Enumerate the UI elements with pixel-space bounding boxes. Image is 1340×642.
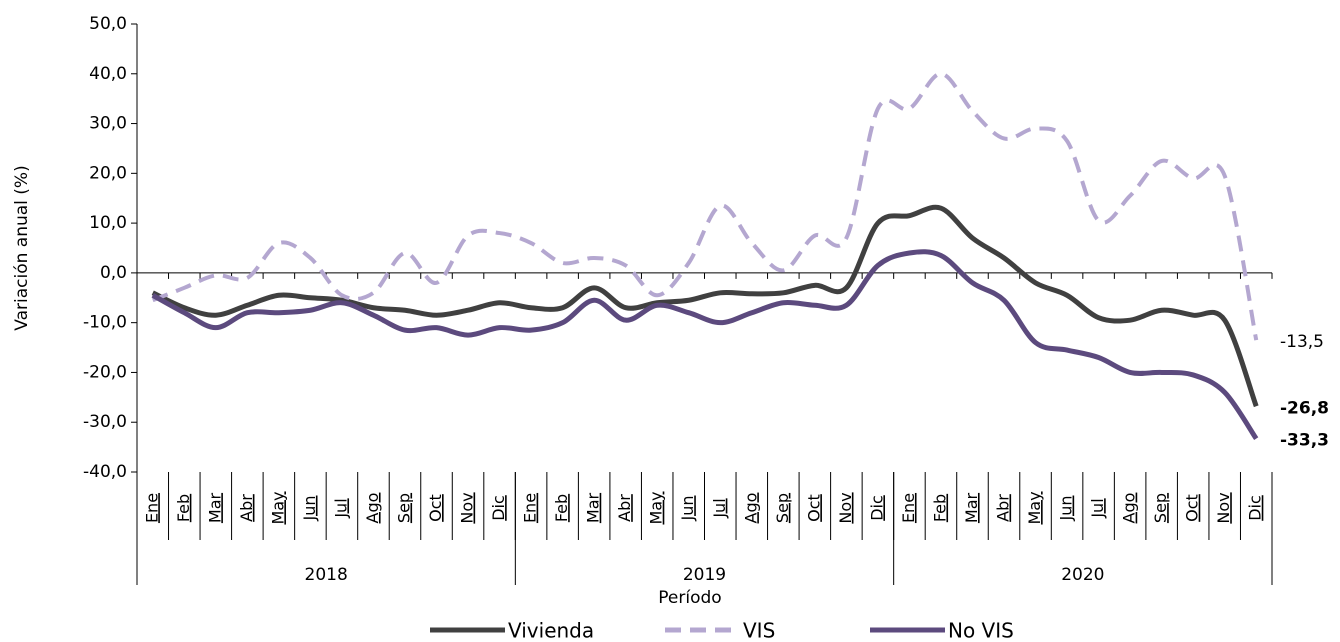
x-axis-title: Período [658, 588, 721, 608]
x-tick-label: Ene [899, 493, 918, 523]
x-tick-label: Jul [1088, 498, 1107, 518]
x-tick-label: Nov [1214, 492, 1233, 523]
x-tick-label: Sep [394, 493, 413, 523]
x-tick-label: Ago [363, 493, 382, 524]
x-tick-label: Abr [615, 494, 634, 522]
end-label: -33,3 [1280, 431, 1329, 451]
x-tick-label: Feb [174, 494, 193, 522]
y-tick-label: -10,0 [83, 313, 127, 333]
end-label: -26,8 [1280, 398, 1329, 418]
x-tick-label: Ago [741, 493, 760, 524]
x-tick-label: Jun [678, 496, 697, 522]
x-tick-label: Feb [930, 494, 949, 522]
legend-label: VIS [743, 619, 775, 642]
x-tick-label: Jul [710, 498, 729, 518]
x-tick-label: Abr [994, 494, 1013, 522]
x-tick-label: Ago [1120, 493, 1139, 524]
x-tick-label: Dic [1246, 495, 1265, 521]
x-tick-label: May [1025, 491, 1044, 524]
x-tick-label: Dic [867, 495, 886, 521]
x-tick-label: Oct [426, 494, 445, 522]
series-line [151, 204, 1259, 408]
y-tick-label: -30,0 [83, 412, 127, 432]
x-tick-label: Abr [237, 494, 256, 522]
legend-label: Vivienda [508, 619, 594, 642]
x-tick-label: Mar [962, 492, 981, 523]
y-tick-label: 20,0 [89, 163, 127, 183]
x-tick-label: Dic [489, 495, 508, 521]
y-tick-label: 40,0 [89, 64, 127, 84]
x-tick-label: Feb [552, 494, 571, 522]
x-tick-label: Oct [1183, 494, 1202, 522]
series-line [151, 249, 1259, 441]
x-tick-label: Nov [836, 492, 855, 523]
end-label: -13,5 [1280, 332, 1324, 352]
x-tick-label: Nov [458, 492, 477, 523]
y-tick-label: -40,0 [83, 462, 127, 482]
x-tick-label: Ene [142, 493, 161, 523]
y-tick-label: 30,0 [89, 114, 127, 134]
x-tick-label: Ene [521, 493, 540, 523]
x-tick-label: May [268, 491, 287, 524]
y-axis-title: Variación anual (%) [12, 165, 32, 330]
x-tick-label: Sep [773, 493, 792, 523]
legend-label: No VIS [948, 619, 1014, 642]
y-tick-label: -20,0 [83, 362, 127, 382]
x-tick-label: Mar [584, 492, 603, 523]
y-tick-label: 50,0 [89, 14, 127, 34]
x-tick-label: Oct [804, 494, 823, 522]
group-label: 2020 [1061, 565, 1104, 585]
group-label: 2019 [683, 565, 726, 585]
x-tick-label: Mar [205, 492, 224, 523]
y-tick-label: 0,0 [100, 263, 127, 283]
group-label: 2018 [305, 565, 348, 585]
series-line [152, 71, 1259, 341]
x-tick-label: May [647, 491, 666, 524]
x-tick-label: Jul [331, 498, 350, 518]
y-tick-label: 10,0 [89, 213, 127, 233]
x-tick-label: Jun [1057, 496, 1076, 522]
x-tick-label: Sep [1151, 493, 1170, 523]
x-tick-label: Jun [300, 496, 319, 522]
